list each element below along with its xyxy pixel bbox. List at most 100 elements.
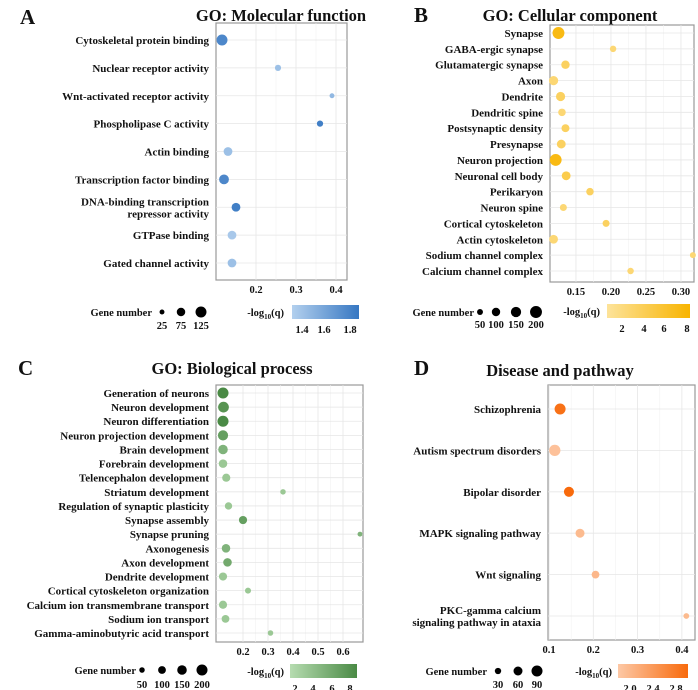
category-label: Generation of neurons (103, 388, 209, 400)
color-legend-title: -log10(q) (563, 307, 600, 320)
data-point (217, 430, 229, 441)
category-label: Brain development (119, 444, 209, 456)
panel-title: Disease and pathway (486, 361, 634, 380)
colorbar-tick-label: 4 (641, 324, 647, 335)
size-legend-label: 50 (475, 320, 486, 331)
category-label: Dendrite (501, 91, 543, 103)
category-label: Neuron projection development (60, 430, 209, 442)
size-legend-circle (139, 667, 145, 673)
data-point (217, 415, 229, 427)
colorbar-tick-label: 2.4 (646, 684, 660, 690)
x-tick-label: 0.6 (336, 647, 349, 658)
size-legend-title: Gene number (412, 308, 474, 319)
size-legend-circle (177, 665, 187, 675)
data-point (221, 544, 231, 553)
data-point (548, 75, 559, 86)
color-legend-title-text: (q) (271, 308, 284, 319)
size-legend-label: 150 (174, 680, 190, 690)
data-point (556, 139, 566, 149)
category-label: Axon (518, 76, 543, 88)
colorbar (290, 664, 357, 678)
size-legend-label: 125 (193, 321, 209, 332)
colorbar-tick-label: 1.8 (343, 325, 356, 336)
colorbar-tick-label: 8 (347, 684, 352, 690)
category-label: Nuclear receptor activity (92, 63, 209, 75)
category-label: Neuron differentiation (103, 416, 209, 428)
category-label: Calcium channel complex (422, 266, 543, 278)
size-legend-circle (530, 306, 542, 318)
color-legend-title-text: -log (247, 667, 265, 678)
category-label: Phospholipase C activity (93, 119, 209, 131)
data-point (238, 515, 248, 525)
panel-letter: B (414, 3, 428, 27)
category-label-line: PKC-gamma calcium (440, 605, 541, 617)
category-label: Presynapse (490, 139, 543, 151)
category-label: GABA-ergic synapse (445, 44, 543, 56)
category-label-multiline: PKC-gamma calcium signaling pathway in at… (412, 605, 541, 629)
color-legend-subscript: 10 (580, 312, 588, 320)
data-point (223, 147, 233, 156)
color-legend-subscript: 10 (264, 672, 272, 680)
size-legend-circle (159, 309, 165, 315)
size-legend-circle (510, 306, 522, 318)
data-point (554, 403, 566, 415)
data-point (561, 124, 570, 133)
colorbar-tick-label: 4 (310, 684, 316, 690)
category-label: Perikaryon (490, 187, 543, 199)
data-point (217, 387, 229, 399)
category-label: Synapse (504, 28, 543, 40)
data-point (559, 204, 567, 212)
size-legend-circle (491, 307, 501, 317)
data-point (227, 230, 237, 240)
colorbar-tick-label: 6 (661, 324, 666, 335)
category-label: MAPK signaling pathway (419, 528, 541, 540)
data-point (218, 401, 229, 413)
data-point (244, 587, 252, 594)
colorbar-tick-label: 2.0 (623, 684, 636, 690)
x-tick-label: 0.30 (672, 287, 690, 298)
data-point (222, 473, 231, 482)
size-legend-label: 100 (488, 320, 504, 331)
x-tick-label: 0.20 (602, 287, 620, 298)
data-point (683, 613, 690, 619)
category-label: Calcium ion transmembrane transport (27, 600, 210, 612)
panel-letter: A (20, 5, 36, 29)
size-legend-circle (176, 307, 186, 317)
category-label-line: signaling pathway in ataxia (412, 617, 541, 629)
plot-area (549, 24, 695, 283)
data-point (549, 234, 558, 244)
category-label: Neuron spine (481, 203, 544, 215)
category-label: Autism spectrum disorders (413, 445, 541, 457)
data-point (555, 91, 566, 102)
colorbar-tick-label: 1.4 (295, 325, 309, 336)
colorbar-tick-label: 8 (684, 324, 689, 335)
data-point (316, 120, 324, 127)
panel-title: GO: Biological process (151, 359, 313, 378)
colorbar-tick-label: 2 (292, 684, 297, 690)
x-tick-label: 0.1 (542, 645, 555, 656)
size-legend-title: Gene number (74, 666, 136, 677)
category-label: Synapse pruning (130, 529, 210, 541)
data-point (329, 93, 335, 99)
category-label: Dendritic spine (471, 107, 543, 119)
plot-area (215, 384, 364, 643)
data-point (609, 45, 617, 53)
x-tick-label: 0.15 (567, 287, 585, 298)
size-legend-circle (196, 664, 208, 676)
data-point (218, 572, 228, 581)
color-legend-title: -log10(q) (575, 667, 612, 680)
size-legend-title: Gene number (425, 667, 487, 678)
data-point (549, 444, 561, 457)
data-point (218, 459, 228, 468)
category-label: Cortical cytoskeleton (444, 218, 543, 230)
data-point (591, 570, 600, 579)
data-point (267, 630, 274, 636)
size-legend-circle (494, 667, 502, 675)
category-label: Sodium ion transport (108, 614, 209, 626)
panel-letter: C (18, 356, 33, 380)
category-label: Wnt-activated receptor activity (62, 91, 209, 103)
category-label: Neuron projection (457, 155, 543, 167)
category-label: Regulation of synaptic plasticity (58, 501, 209, 513)
size-legend-circle (513, 666, 523, 676)
